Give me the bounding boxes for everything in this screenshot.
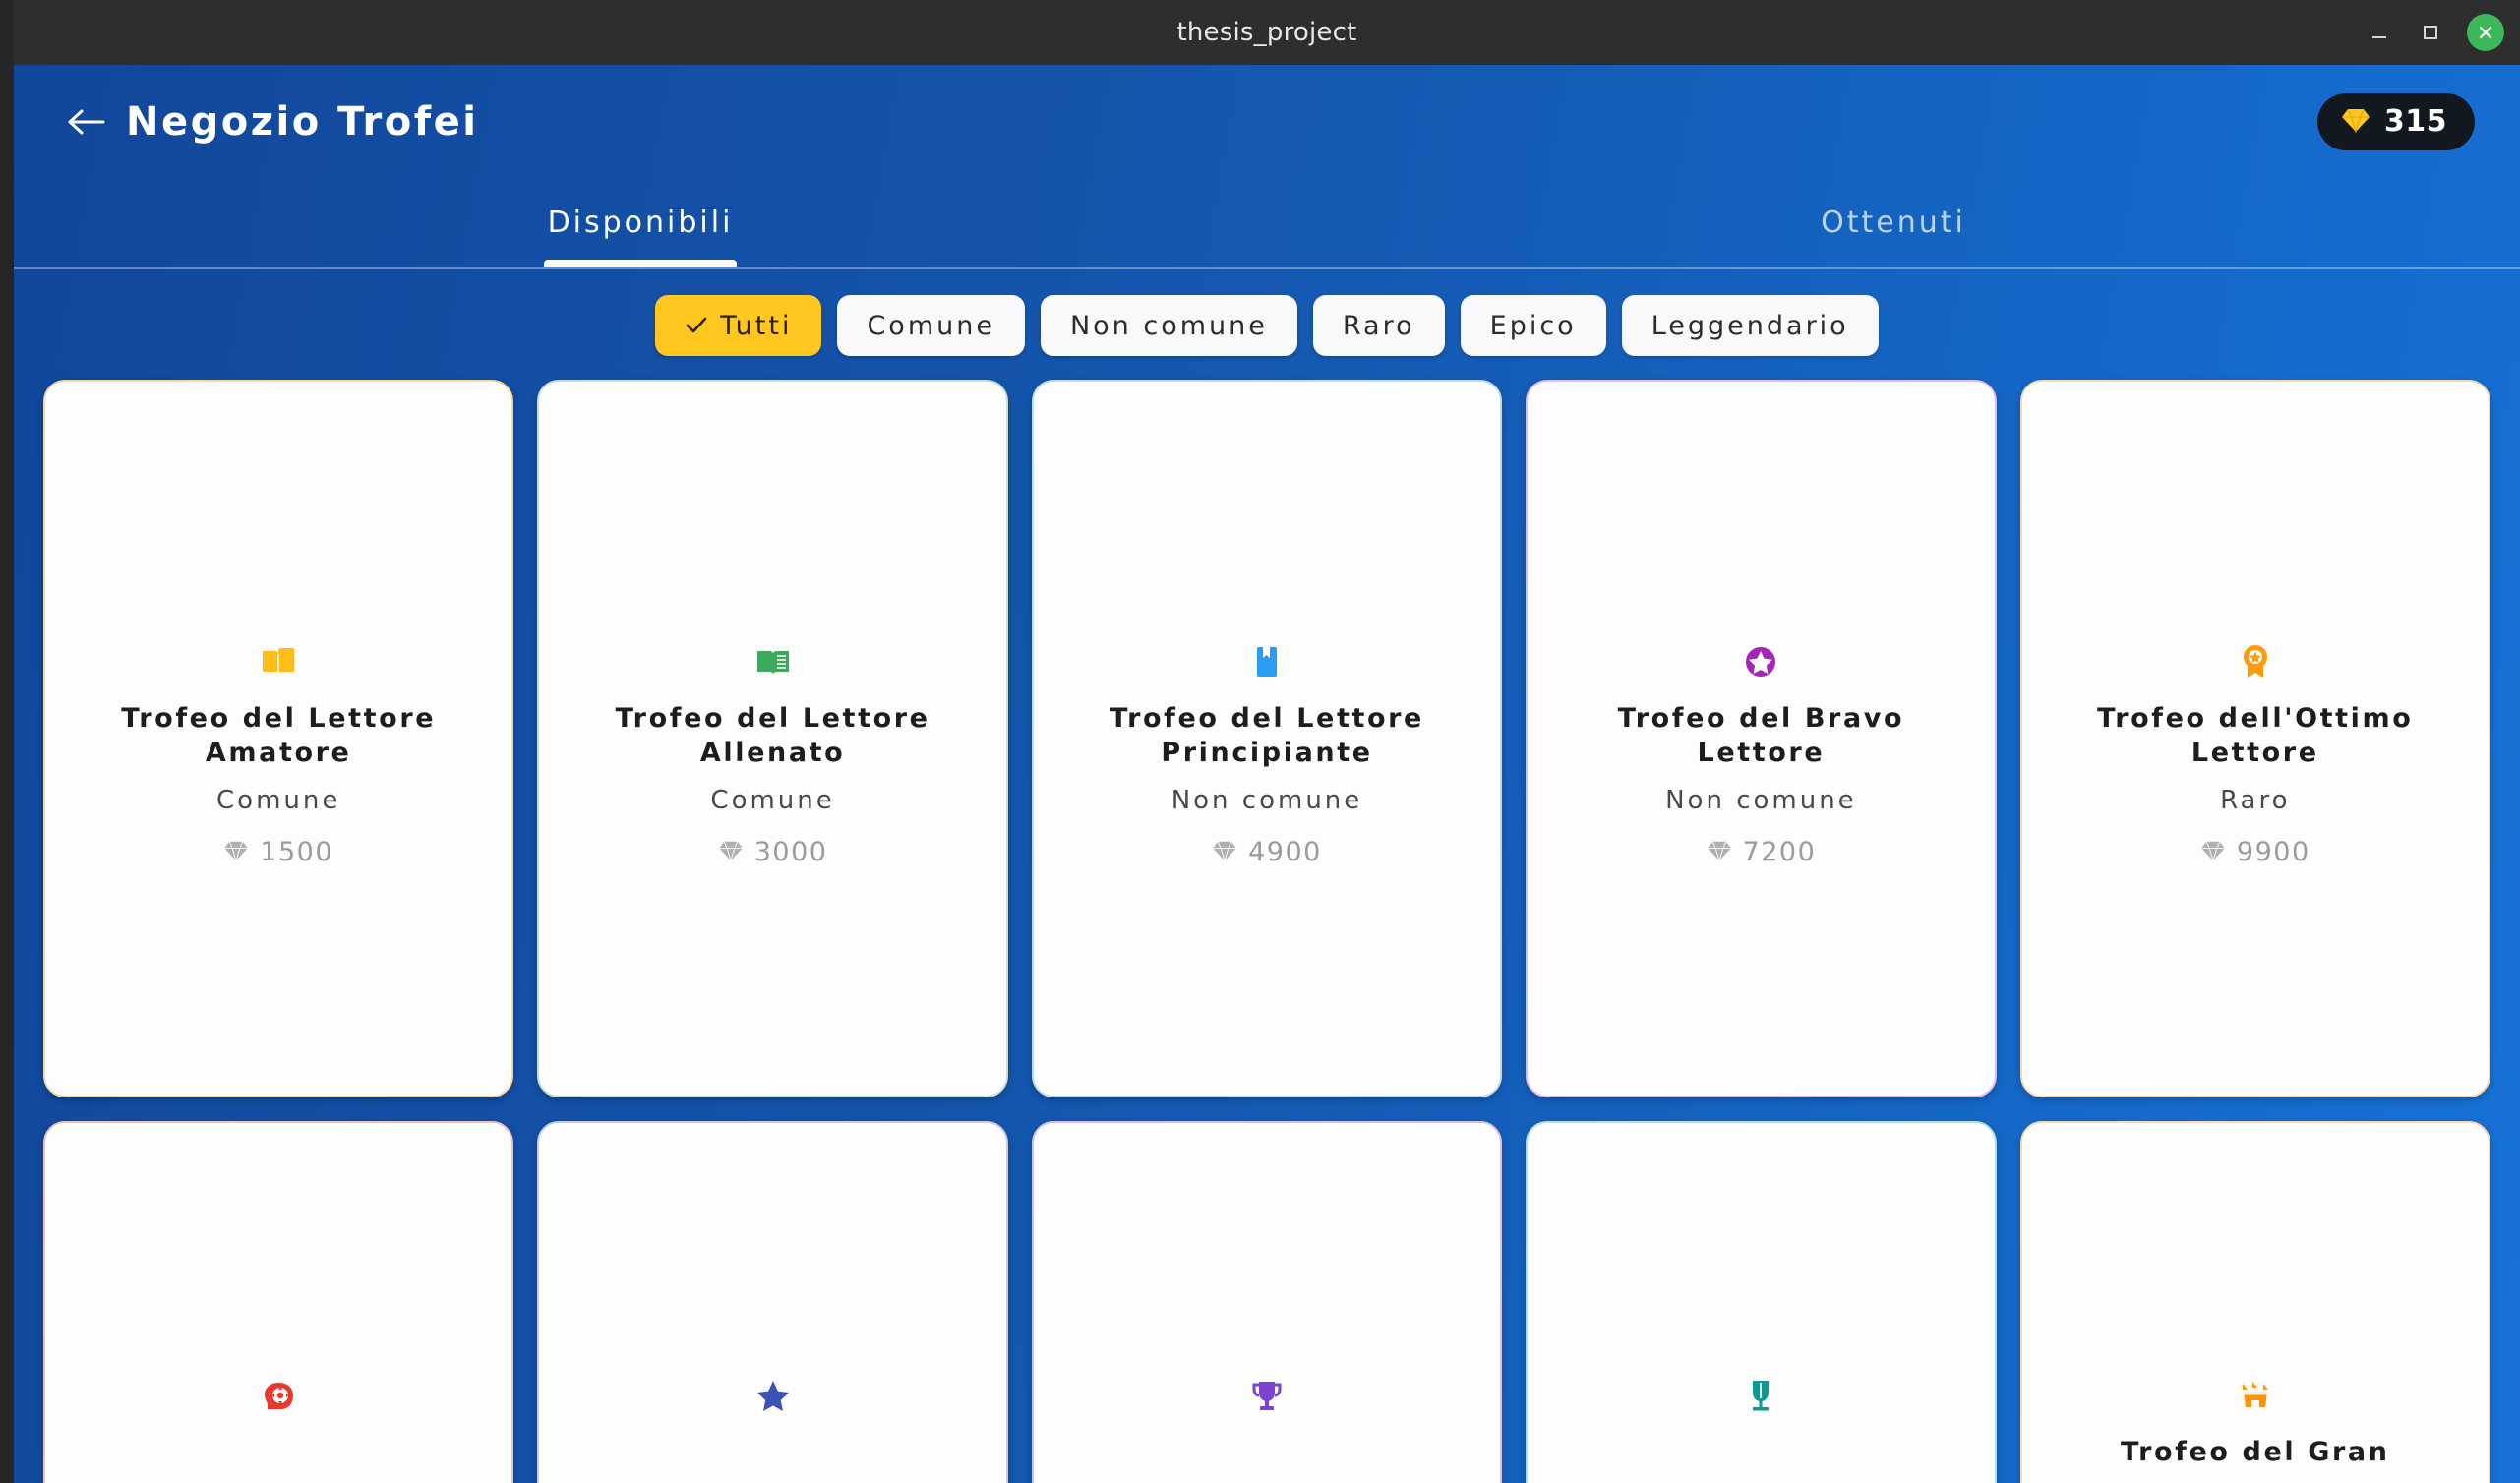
- trophy-card[interactable]: Trofeo dell'Ottimo Lettore Raro 9900: [2019, 380, 2490, 1097]
- crown-icon: [2239, 1369, 2272, 1422]
- chip-label: Leggendario: [1650, 310, 1849, 341]
- application-window: thesis_project Negozio Trofei: [14, 0, 2520, 1483]
- award-rosette-icon: [2240, 635, 2271, 688]
- trophy-price: 3000: [718, 837, 828, 867]
- trophy-rarity: Comune: [710, 786, 835, 816]
- close-button[interactable]: [2467, 14, 2504, 51]
- trophy-rarity: Non comune: [1170, 786, 1363, 816]
- filter-chip-non-comune[interactable]: Non comune: [1040, 295, 1297, 356]
- trophy-title: Trofeo del Lettore Allenato: [615, 703, 930, 768]
- gem-icon: [1212, 840, 1237, 865]
- gem-icon: [2341, 107, 2370, 137]
- trophy-title: Trofeo dell'Ottimo Lettore: [2097, 703, 2414, 768]
- filter-chip-tutti[interactable]: Tutti: [655, 295, 822, 356]
- trophy-grid-row-1: Trofeo del Lettore Amatore Comune 1500: [14, 380, 2520, 1097]
- price-value: 3000: [753, 837, 828, 868]
- trophy-card[interactable]: [537, 1121, 1008, 1483]
- maximize-button[interactable]: [2416, 18, 2445, 47]
- trophy-card[interactable]: [1526, 1121, 1997, 1483]
- page-title: Negozio Trofei: [126, 98, 479, 145]
- trophy-icon: [1250, 1369, 1284, 1422]
- filter-chip-raro[interactable]: Raro: [1312, 295, 1445, 356]
- trophy-price: 4900: [1212, 837, 1322, 867]
- price-value: 7200: [1742, 837, 1817, 868]
- bookmark-icon: [1253, 635, 1281, 688]
- trophy-title: Trofeo del Lettore Principiante: [1110, 703, 1424, 768]
- chip-label: Tutti: [720, 310, 793, 341]
- app-header: Negozio Trofei 315: [14, 65, 2520, 178]
- chip-label: Comune: [867, 310, 995, 341]
- chip-label: Non comune: [1069, 310, 1268, 341]
- tab-divider: [14, 267, 2520, 269]
- rarity-filter-bar: Tutti Comune Non comune Raro Epico Legge…: [14, 269, 2520, 380]
- trophy-title: Trofeo del Bravo Lettore: [1617, 703, 1905, 768]
- currency-badge[interactable]: 315: [2316, 92, 2475, 150]
- window-titlebar: thesis_project: [14, 0, 2520, 65]
- trophy-title: Trofeo del Lettore Amatore: [121, 703, 437, 768]
- trophy-card[interactable]: Trofeo del Lettore Amatore Comune 1500: [43, 380, 514, 1097]
- price-value: 4900: [1248, 837, 1322, 868]
- chip-label: Epico: [1489, 310, 1577, 341]
- trophy-card[interactable]: Trofeo del Lettore Allenato Comune 3000: [537, 380, 1008, 1097]
- check-icon: [685, 316, 708, 335]
- trophy-price: 1500: [223, 837, 333, 867]
- arrow-left-icon[interactable]: [59, 95, 112, 148]
- filter-chip-comune[interactable]: Comune: [837, 295, 1025, 356]
- tab-label: Disponibili: [547, 205, 734, 240]
- trophy-rarity: Raro: [2220, 786, 2291, 816]
- book-lines-icon: [754, 635, 792, 688]
- trophy-card[interactable]: Trofeo del Gran: [2019, 1121, 2490, 1483]
- cup-icon: [1747, 1369, 1774, 1422]
- trophy-grid-row-2: Trofeo del Gran: [14, 1121, 2520, 1483]
- gem-icon: [223, 840, 249, 865]
- chip-label: Raro: [1342, 310, 1415, 341]
- minimize-button[interactable]: [2365, 18, 2394, 47]
- price-value: 9900: [2236, 837, 2310, 868]
- trophy-card[interactable]: [1031, 1121, 1503, 1483]
- star-icon: [756, 1369, 790, 1422]
- desktop-background-strip: [0, 0, 14, 1483]
- trophy-card[interactable]: Trofeo del Bravo Lettore Non comune 7200: [1526, 380, 1997, 1097]
- price-value: 1500: [260, 837, 334, 868]
- gem-icon: [2200, 840, 2226, 865]
- open-book-icon: [260, 635, 297, 688]
- gem-icon: [718, 840, 744, 865]
- trophy-card[interactable]: Trofeo del Lettore Principiante Non comu…: [1031, 380, 1503, 1097]
- currency-amount: 315: [2383, 104, 2447, 139]
- trophy-price: 7200: [1707, 837, 1817, 867]
- tab-label: Ottenuti: [1821, 205, 1966, 240]
- tab-disponibili[interactable]: Disponibili: [14, 178, 1267, 267]
- filter-chip-epico[interactable]: Epico: [1460, 295, 1606, 356]
- tab-bar: Disponibili Ottenuti: [14, 178, 2520, 267]
- trophy-rarity: Non comune: [1665, 786, 1857, 816]
- brain-gear-icon: [262, 1369, 295, 1422]
- tab-ottenuti[interactable]: Ottenuti: [1267, 178, 2520, 267]
- app-content: Negozio Trofei 315 Disponibili Ottenuti: [14, 65, 2520, 1483]
- filter-chip-leggendario[interactable]: Leggendario: [1621, 295, 1879, 356]
- gem-icon: [1707, 840, 1732, 865]
- window-title: thesis_project: [1176, 18, 1357, 47]
- trophy-price: 9900: [2200, 837, 2310, 867]
- trophy-rarity: Comune: [216, 786, 341, 816]
- star-badge-icon: [1744, 635, 1777, 688]
- trophy-title: Trofeo del Gran: [2121, 1437, 2390, 1467]
- window-controls: [2365, 0, 2504, 65]
- trophy-card[interactable]: [43, 1121, 514, 1483]
